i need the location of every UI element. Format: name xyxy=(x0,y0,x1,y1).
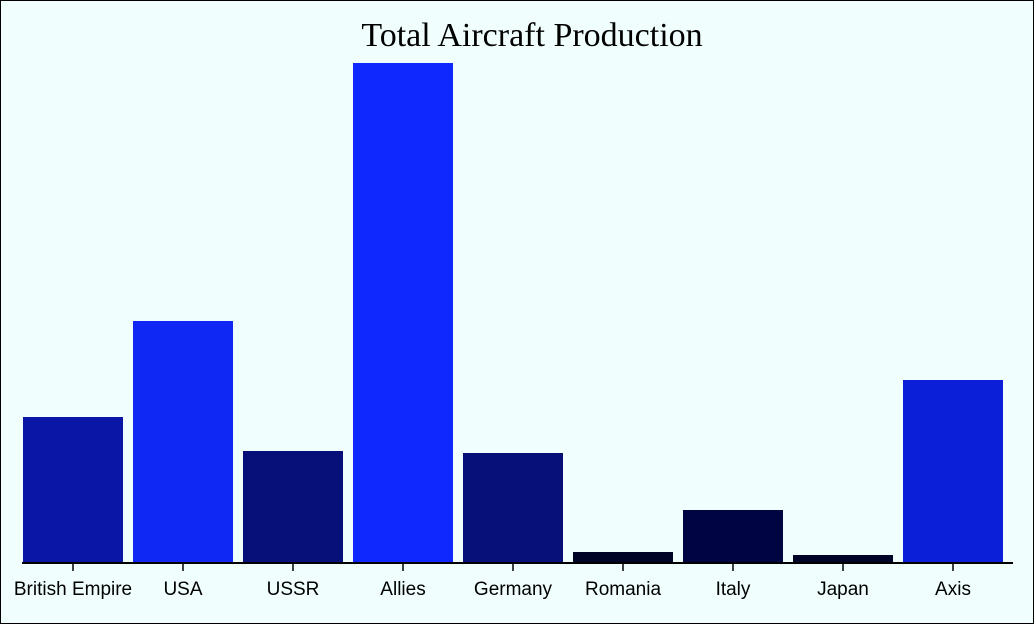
x-axis-ticks: British Empire USA USSR Allies Germany Romani… xyxy=(14,563,971,600)
bar-romania xyxy=(573,552,673,563)
bar-usa xyxy=(133,321,233,563)
bar-italy xyxy=(683,510,783,563)
x-tick-label: Japan xyxy=(817,579,869,600)
x-tick-label: Axis xyxy=(935,579,971,600)
x-tick-label: British Empire xyxy=(14,579,132,600)
bar-british-empire xyxy=(23,417,123,563)
x-tick-label: USA xyxy=(163,579,202,600)
bar-ussr xyxy=(243,451,343,563)
bars-layer xyxy=(23,63,1003,563)
bar-germany xyxy=(463,453,563,563)
x-tick-label: Germany xyxy=(474,579,553,600)
chart-title: Total Aircraft Production xyxy=(361,17,702,54)
x-tick-label: Italy xyxy=(716,579,751,600)
bar-axis xyxy=(903,380,1003,563)
bar-allies xyxy=(353,63,453,563)
x-tick-label: USSR xyxy=(267,579,320,600)
x-tick-label: Allies xyxy=(380,579,425,600)
bar-japan xyxy=(793,555,893,563)
x-tick-label: Romania xyxy=(585,579,661,600)
